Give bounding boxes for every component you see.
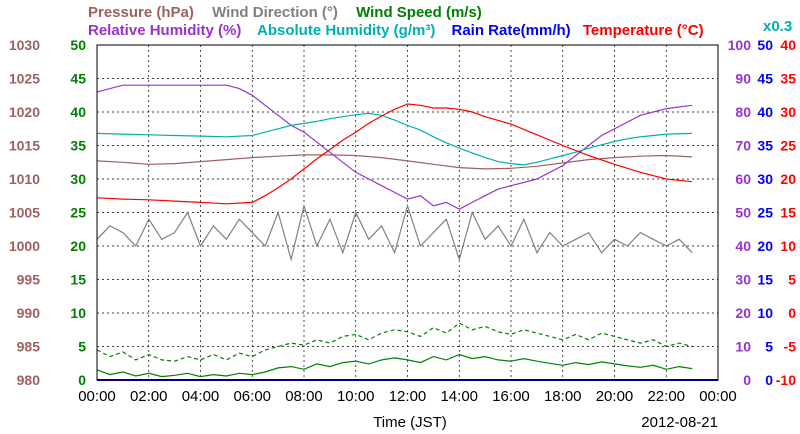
legend-absolute-humidity: Absolute Humidity (g/m³): [257, 22, 435, 39]
y-tick-wind-speed: 10: [70, 305, 86, 321]
y-tick-pressure: 990: [17, 305, 41, 321]
y-tick-pressure: 1020: [9, 104, 40, 120]
y-tick-pressure: 995: [17, 272, 41, 288]
y-tick-relative-humidity: 90: [735, 71, 751, 87]
y-tick-temperature: 5: [788, 272, 796, 288]
legend-wind-direction: Wind Direction (°): [212, 4, 338, 21]
y-tick-wind-speed: 40: [70, 104, 86, 120]
y-tick-relative-humidity: 10: [735, 339, 751, 355]
series-temperature: [96, 103, 693, 205]
x-tick: 14:00: [440, 388, 478, 405]
y-tick-rain-rate: 25: [757, 205, 773, 221]
y-tick-wind-speed: 25: [70, 205, 86, 221]
plot-frame: [96, 44, 719, 381]
x-tick: 10:00: [337, 388, 375, 405]
y-tick-wind-speed: 30: [70, 171, 86, 187]
y-tick-pressure: 1025: [9, 71, 40, 87]
y-tick-pressure: 985: [17, 339, 41, 355]
legend-rain-rate: Rain Rate(mm/h): [452, 22, 571, 39]
y-tick-relative-humidity: 80: [735, 104, 751, 120]
x-tick: 06:00: [233, 388, 271, 405]
y-tick-pressure: 980: [17, 372, 41, 388]
y-tick-temperature: 30: [780, 104, 796, 120]
legend-row-2: Relative Humidity (%) Absolute Humidity …: [88, 22, 704, 39]
legend: Pressure (hPa) Wind Direction (°) Wind S…: [88, 4, 792, 39]
x-tick: 22:00: [647, 388, 685, 405]
y-tick-pressure: 1030: [9, 37, 40, 53]
y-tick-wind-speed: 0: [78, 372, 86, 388]
series-relative-humidity: [96, 84, 693, 210]
x-axis-ticks: 00:00 02:00 04:00 06:00 08:00 10:00 12:00 14:00…: [78, 388, 737, 405]
y-tick-wind-speed: 45: [70, 71, 86, 87]
grid-lines: [97, 45, 718, 380]
y-tick-temperature: 20: [780, 171, 796, 187]
x-tick: 18:00: [544, 388, 582, 405]
y-tick-rain-rate: 20: [757, 238, 773, 254]
y-tick-temperature: -10: [776, 372, 796, 388]
y-tick-temperature: 10: [780, 238, 796, 254]
y-tick-rain-rate: 40: [757, 104, 773, 120]
y-tick-relative-humidity: 30: [735, 272, 751, 288]
y-tick-relative-humidity: 70: [735, 138, 751, 154]
y-tick-wind-speed: 20: [70, 238, 86, 254]
x-tick: 08:00: [285, 388, 323, 405]
x-tick: 16:00: [492, 388, 530, 405]
x-tick: 00:00: [78, 388, 116, 405]
y-tick-rain-rate: 5: [765, 339, 773, 355]
y-tick-wind-speed: 5: [78, 339, 86, 355]
y-tick-temperature: 40: [780, 37, 796, 53]
legend-relative-humidity: Relative Humidity (%): [88, 22, 241, 39]
x-tick: 02:00: [130, 388, 168, 405]
y-tick-rain-rate: 0: [765, 372, 773, 388]
x-tick: 00:00: [699, 388, 737, 405]
y-tick-temperature: -5: [784, 339, 797, 355]
y-tick-rain-rate: 45: [757, 71, 773, 87]
y-tick-relative-humidity: 40: [735, 238, 751, 254]
y-tick-rain-rate: 35: [757, 138, 773, 154]
legend-pressure: Pressure (hPa): [88, 4, 194, 21]
y-tick-rain-rate: 30: [757, 171, 773, 187]
y-tick-rain-rate: 50: [757, 37, 773, 53]
series-wind-speed-max: [96, 322, 693, 362]
legend-row-1: Pressure (hPa) Wind Direction (°) Wind S…: [88, 4, 482, 21]
y-tick-pressure: 1015: [9, 138, 40, 154]
legend-wind-speed: Wind Speed (m/s): [356, 4, 482, 21]
y-tick-wind-speed: 50: [70, 37, 86, 53]
series-absolute-humidity: [96, 112, 693, 166]
chart-date: 2012-08-21: [641, 414, 718, 431]
x-tick: 12:00: [389, 388, 427, 405]
y-tick-temperature: 15: [780, 205, 796, 221]
y-tick-wind-speed: 15: [70, 272, 86, 288]
y-tick-wind-speed: 35: [70, 138, 86, 154]
y-tick-relative-humidity: 20: [735, 305, 751, 321]
series-wind-direction: [96, 203, 693, 262]
y-tick-temperature: 25: [780, 138, 796, 154]
y-tick-pressure: 1000: [9, 238, 40, 254]
y-tick-temperature: 35: [780, 71, 796, 87]
y-tick-relative-humidity: 100: [728, 37, 752, 53]
legend-temperature: Temperature (°C): [583, 22, 704, 39]
legend-wind-direction-scale: x0.3: [763, 18, 792, 35]
y-tick-relative-humidity: 0: [743, 372, 751, 388]
y-tick-pressure: 1010: [9, 171, 40, 187]
y-axis-ticks: 1030102510201015101010051000995990985980…: [9, 37, 796, 388]
series-pressure: [96, 154, 693, 170]
series-wind-speed-avg: [96, 353, 693, 378]
y-tick-relative-humidity: 50: [735, 205, 751, 221]
x-axis-label: Time (JST): [373, 414, 447, 431]
y-tick-rain-rate: 10: [757, 305, 773, 321]
x-tick: 04:00: [182, 388, 220, 405]
y-tick-rain-rate: 15: [757, 272, 773, 288]
y-tick-pressure: 1005: [9, 205, 40, 221]
x-tick: 20:00: [596, 388, 634, 405]
y-tick-relative-humidity: 60: [735, 171, 751, 187]
y-tick-temperature: 0: [788, 305, 796, 321]
